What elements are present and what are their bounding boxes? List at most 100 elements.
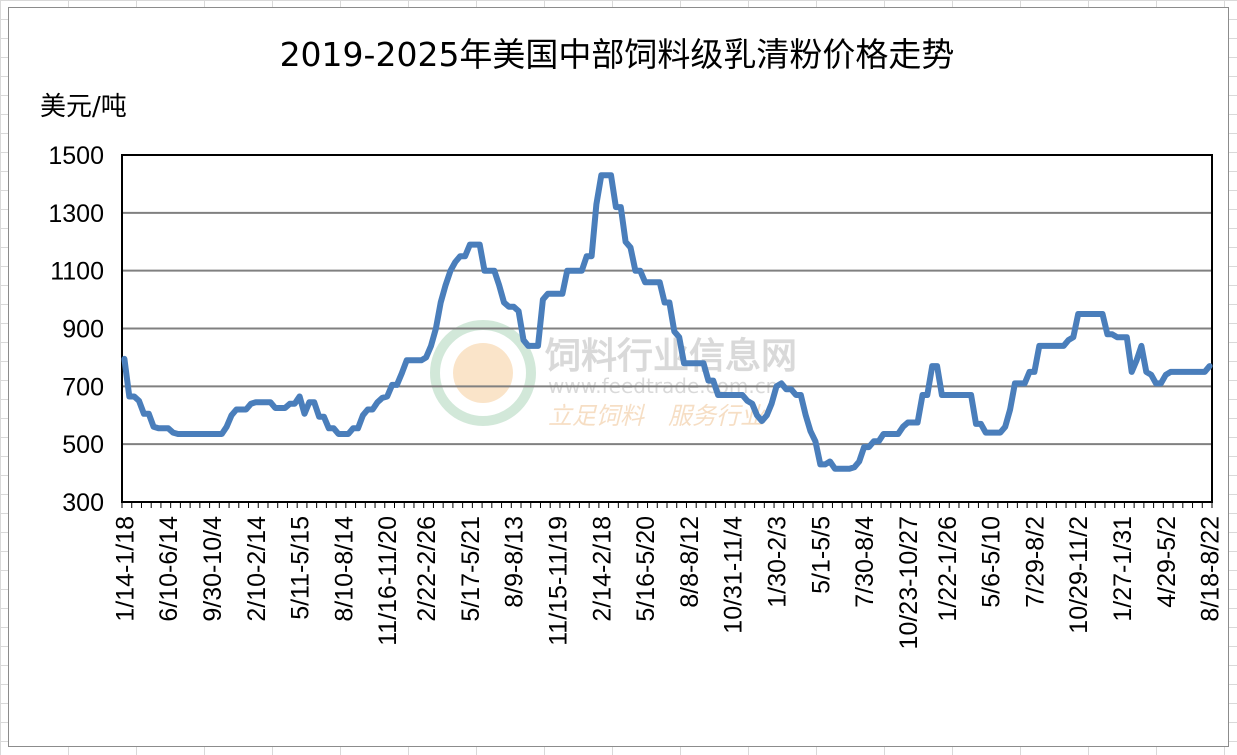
data-point (492, 268, 497, 273)
data-point (959, 392, 964, 398)
data-point (1032, 369, 1037, 375)
data-point (584, 254, 589, 259)
data-point (156, 426, 161, 431)
data-point (993, 430, 998, 435)
data-point (725, 392, 730, 398)
data-point (482, 268, 487, 273)
data-point (205, 431, 210, 437)
data-point (954, 392, 959, 398)
x-tick-label: 7/29-8/2 (1021, 516, 1049, 608)
x-tick-label: 5/17-5/21 (457, 516, 485, 622)
data-point (170, 430, 176, 435)
data-point (715, 392, 721, 398)
data-point (847, 466, 852, 471)
data-point (1061, 343, 1066, 349)
data-point (511, 304, 516, 309)
data-point (832, 466, 838, 471)
data-point (243, 407, 249, 412)
data-point (229, 413, 234, 418)
data-point (983, 430, 988, 435)
data-point (1168, 369, 1173, 375)
data-point (462, 254, 468, 259)
x-tick-label: 6/10-6/14 (155, 516, 183, 622)
data-point (1076, 311, 1081, 317)
data-point (146, 411, 151, 416)
data-point (1105, 332, 1110, 337)
x-tick-label: 2/14-2/18 (588, 516, 616, 622)
data-point (297, 394, 302, 399)
data-point (988, 430, 993, 435)
data-point (1100, 311, 1105, 317)
data-point (569, 268, 575, 273)
data-point (531, 343, 536, 349)
data-point (477, 242, 482, 247)
data-point (394, 382, 400, 388)
data-point (287, 401, 293, 406)
data-point (1183, 369, 1188, 375)
watermark-site-name: 饲料行业信息网 (545, 336, 797, 377)
data-point (122, 356, 127, 362)
data-point (594, 202, 599, 207)
data-point (200, 431, 205, 437)
data-point (175, 431, 181, 437)
data-point (375, 400, 380, 405)
data-point (560, 291, 565, 296)
data-point (1192, 369, 1198, 375)
data-point (282, 405, 288, 411)
data-point (925, 392, 930, 398)
y-axis-unit-label: 美元/吨 (40, 92, 127, 122)
data-point (1114, 335, 1120, 340)
data-point (268, 400, 273, 405)
data-point (1173, 369, 1178, 375)
x-tick-label: 1/30-2/3 (764, 516, 792, 608)
data-point (1124, 335, 1130, 340)
data-point (686, 361, 692, 366)
data-point (730, 392, 735, 398)
y-axis-tick-labels: 300 500 700 900 1100 1300 1500 (48, 142, 104, 517)
y-tick-label-900: 900 (62, 316, 104, 344)
data-point (443, 282, 448, 288)
x-tick-label: 7/30-8/4 (851, 516, 879, 608)
data-point (677, 335, 682, 340)
watermark: 饲料行业信息网 www.feedtrade.com.cn 立足饲料 服务行业 (430, 320, 797, 430)
data-point (978, 421, 984, 427)
data-point (696, 361, 701, 366)
data-point (1007, 407, 1013, 412)
data-point (808, 429, 813, 434)
data-point (526, 343, 531, 349)
data-point (798, 392, 803, 398)
x-tick-label: 9/30-10/4 (199, 516, 227, 622)
data-point (579, 268, 584, 273)
data-point (735, 392, 740, 398)
data-point (706, 378, 711, 383)
data-point (1046, 343, 1052, 349)
watermark-slogan: 立足饲料 服务行业 (548, 402, 766, 430)
data-point (1051, 343, 1057, 349)
data-point (701, 361, 706, 366)
x-tick-label: 8/9-8/13 (501, 516, 529, 608)
data-point (774, 384, 779, 389)
data-point (934, 363, 940, 369)
data-point (886, 431, 891, 437)
data-point (273, 405, 278, 411)
data-point (784, 387, 789, 392)
data-point (642, 280, 648, 285)
data-point (628, 245, 633, 250)
data-point (750, 401, 755, 406)
data-point (949, 392, 954, 398)
data-point (1129, 369, 1134, 375)
x-axis (121, 501, 1213, 508)
series-group (121, 172, 1213, 472)
data-point (827, 459, 833, 464)
data-point (458, 254, 463, 259)
y-tick-label-1300: 1300 (48, 200, 104, 228)
data-point (759, 418, 765, 424)
data-point (1158, 381, 1164, 386)
data-point (633, 268, 638, 273)
data-point (540, 297, 546, 302)
data-point (764, 413, 769, 418)
data-point (1197, 369, 1203, 375)
data-point (151, 424, 156, 429)
x-axis-tick-labels: 1/14-1/18 6/10-6/14 9/30-10/4 2/10-2/14 5/11… (111, 516, 1224, 650)
